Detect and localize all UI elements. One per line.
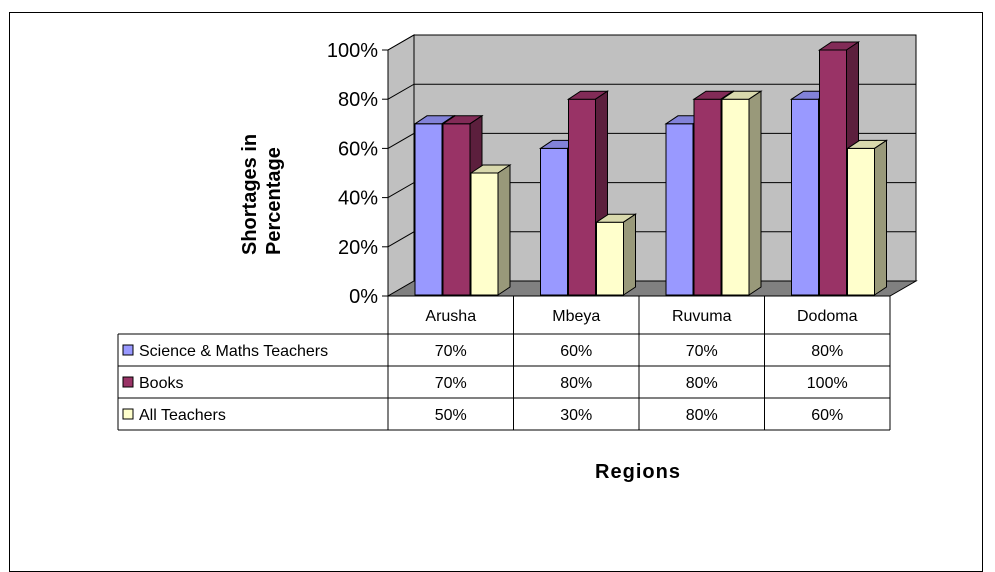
legend-swatch — [122, 344, 134, 356]
bar-side — [748, 90, 762, 296]
data-label: 80% — [560, 375, 592, 392]
y-tick-label: 100% — [327, 40, 378, 62]
bar-front — [665, 123, 694, 296]
bar — [566, 90, 610, 296]
bar-front — [568, 98, 596, 296]
legend-label: Books — [139, 375, 183, 392]
data-label: 100% — [807, 375, 848, 392]
bar-front — [414, 123, 443, 296]
y-tick-label: 40% — [338, 188, 378, 210]
bar-front — [442, 123, 471, 296]
bar-front — [693, 98, 722, 296]
bar-side — [497, 164, 511, 296]
bar — [720, 90, 763, 296]
category-label: Mbeya — [552, 308, 600, 325]
gridline — [387, 34, 916, 51]
legend-label: Science & Maths Teachers — [139, 343, 328, 360]
category-label: Ruvuma — [672, 308, 732, 325]
y-tick-label: 20% — [338, 237, 378, 259]
gridline — [387, 83, 916, 100]
data-label: 80% — [686, 375, 718, 392]
legend-swatch — [122, 408, 134, 420]
bar-front — [721, 98, 750, 296]
y-axis-label-line-1: Shortages in — [239, 134, 261, 255]
data-label: 70% — [686, 343, 718, 360]
bar — [594, 213, 638, 296]
data-label: 30% — [560, 407, 592, 424]
bar-front — [819, 49, 847, 296]
data-label: 60% — [811, 407, 843, 424]
bar — [469, 164, 512, 296]
bar-front — [470, 172, 499, 296]
bar-side — [623, 213, 636, 296]
legend-label: All Teachers — [139, 407, 226, 424]
y-tick-label: 0% — [349, 286, 378, 308]
data-label: 80% — [686, 407, 718, 424]
data-label: 60% — [560, 343, 592, 360]
bar-front — [847, 147, 875, 296]
data-label: 70% — [435, 375, 467, 392]
data-label: 80% — [811, 343, 843, 360]
bar-front — [596, 221, 624, 296]
category-label: Dodoma — [797, 308, 858, 325]
bar — [845, 139, 889, 296]
y-tick-label: 60% — [338, 138, 378, 160]
category-label: Arusha — [425, 308, 476, 325]
y-tick-label: 80% — [338, 89, 378, 111]
bar-side — [874, 139, 887, 296]
bar-front — [791, 98, 819, 296]
data-label: 50% — [435, 407, 467, 424]
data-label: 70% — [435, 343, 467, 360]
bar-front — [540, 147, 568, 296]
legend-swatch — [122, 376, 134, 388]
x-axis-label: Regions — [595, 461, 681, 483]
y-axis-label-line-2: Percentage — [263, 147, 285, 255]
side-wall — [387, 34, 415, 297]
